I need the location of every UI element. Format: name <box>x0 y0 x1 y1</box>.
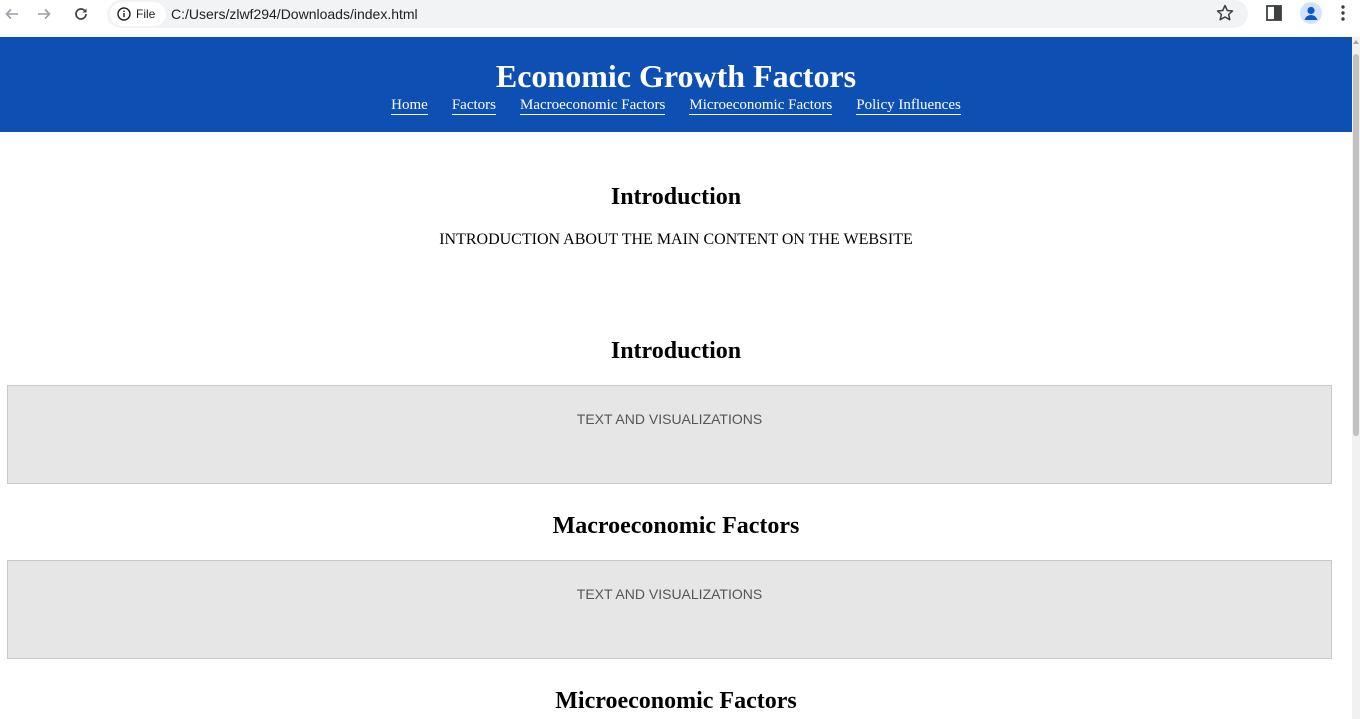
section-content-box: TEXT AND VISUALIZATIONS <box>7 560 1332 659</box>
page-scrollbar[interactable] <box>1352 37 1360 719</box>
kebab-menu-icon[interactable] <box>1340 4 1346 22</box>
intro-section: Introduction INTRODUCTION ABOUT THE MAIN… <box>0 132 1352 249</box>
star-icon[interactable] <box>1215 3 1235 23</box>
content-section-introduction: Introduction TEXT AND VISUALIZATIONS <box>0 337 1352 484</box>
address-bar[interactable]: File C:/Users/zlwf294/Downloads/index.ht… <box>107 0 1248 28</box>
scroll-up-arrow-icon[interactable] <box>1353 40 1359 44</box>
section-content-box: TEXT AND VISUALIZATIONS <box>7 385 1332 484</box>
intro-text: INTRODUCTION ABOUT THE MAIN CONTENT ON T… <box>439 231 913 248</box>
content-section-microeconomic: Microeconomic Factors <box>0 687 1352 715</box>
site-header: Economic Growth Factors Home Factors Mac… <box>0 37 1352 132</box>
site-nav: Home Factors Macroeconomic Factors Micro… <box>0 96 1352 115</box>
intro-heading: Introduction <box>610 184 742 210</box>
content-section-macroeconomic: Macroeconomic Factors TEXT AND VISUALIZA… <box>0 512 1352 659</box>
section-heading: Introduction <box>610 338 742 364</box>
nav-link-macroeconomic-factors[interactable]: Macroeconomic Factors <box>520 97 666 115</box>
profile-icon[interactable] <box>1300 2 1322 24</box>
scroll-thumb[interactable] <box>1353 54 1359 436</box>
page-viewport: Economic Growth Factors Home Factors Mac… <box>0 37 1352 719</box>
back-button[interactable] <box>0 2 24 26</box>
nav-link-policy-influences[interactable]: Policy Influences <box>856 97 961 115</box>
reload-button[interactable] <box>69 2 93 26</box>
site-title: Economic Growth Factors <box>495 58 857 94</box>
site-chip-label: File <box>136 7 156 21</box>
section-heading: Macroeconomic Factors <box>552 513 800 539</box>
forward-button[interactable] <box>32 2 56 26</box>
side-panel-icon[interactable] <box>1265 4 1283 22</box>
forward-arrow-icon <box>38 8 51 20</box>
nav-link-home[interactable]: Home <box>391 97 428 115</box>
info-icon <box>117 7 131 21</box>
nav-link-microeconomic-factors[interactable]: Microeconomic Factors <box>689 97 833 115</box>
section-heading: Microeconomic Factors <box>555 688 797 714</box>
reload-icon <box>75 8 87 20</box>
browser-toolbar: File C:/Users/zlwf294/Downloads/index.ht… <box>0 0 1360 37</box>
nav-link-factors[interactable]: Factors <box>451 97 497 115</box>
back-arrow-icon <box>5 8 18 20</box>
site-info-chip[interactable]: File <box>110 2 166 26</box>
url-text[interactable]: C:/Users/zlwf294/Downloads/index.html <box>171 6 418 22</box>
